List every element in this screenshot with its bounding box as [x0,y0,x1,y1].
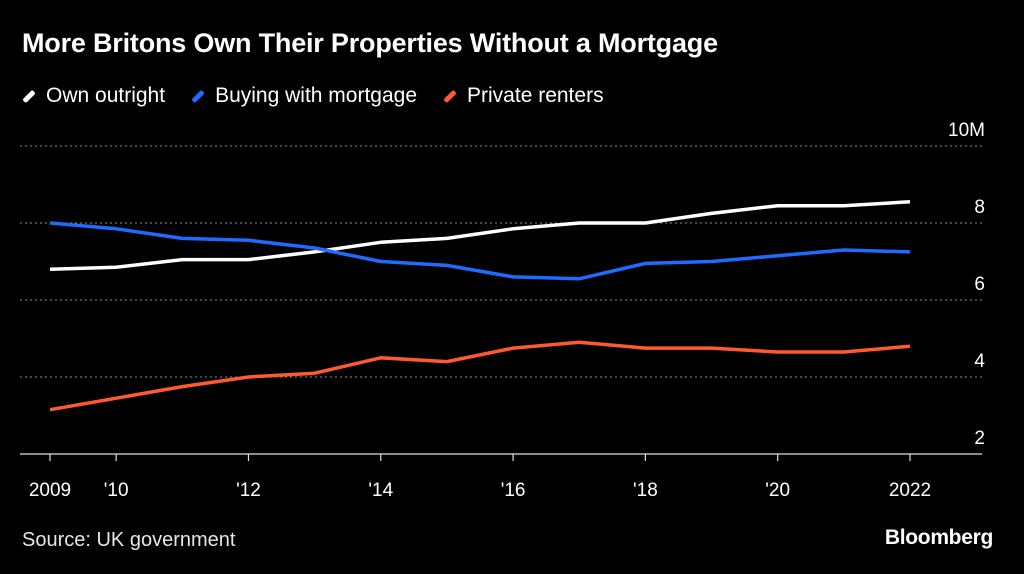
series-line-buying-with-mortgage [49,221,911,281]
x-tick-label: '16 [501,480,526,501]
series-line-own-outright [49,200,911,271]
x-tick-label: 2009 [29,480,71,501]
source-note: Source: UK government [22,529,236,551]
bloomberg-logo: Bloomberg [884,526,993,549]
x-tick-label: 2022 [889,480,931,501]
x-tick-label: '20 [765,480,790,501]
legend-label: Own outright [46,84,166,107]
series-line-private-renters [49,340,911,412]
y-tick-label: 10M [948,120,985,141]
x-tick-label: '18 [633,480,658,501]
legend-label: Private renters [467,84,604,107]
x-tick-label: '14 [368,480,393,501]
legend-item: Own outright [22,84,165,108]
legend-item: Buying with mortgage [191,84,417,108]
y-tick-label: 6 [974,274,985,295]
x-tick-label: '12 [236,480,261,501]
chart-title: More Britons Own Their Properties Withou… [22,28,718,58]
y-tick-label: 8 [974,197,985,218]
legend-item: Private renters [443,84,604,108]
legend: Own outright Buying with mortgage Private … [22,84,630,108]
y-tick-label: 4 [974,351,985,372]
x-tick-label: '10 [104,480,129,501]
legend-label: Buying with mortgage [215,84,418,107]
y-tick-label: 2 [974,428,985,449]
